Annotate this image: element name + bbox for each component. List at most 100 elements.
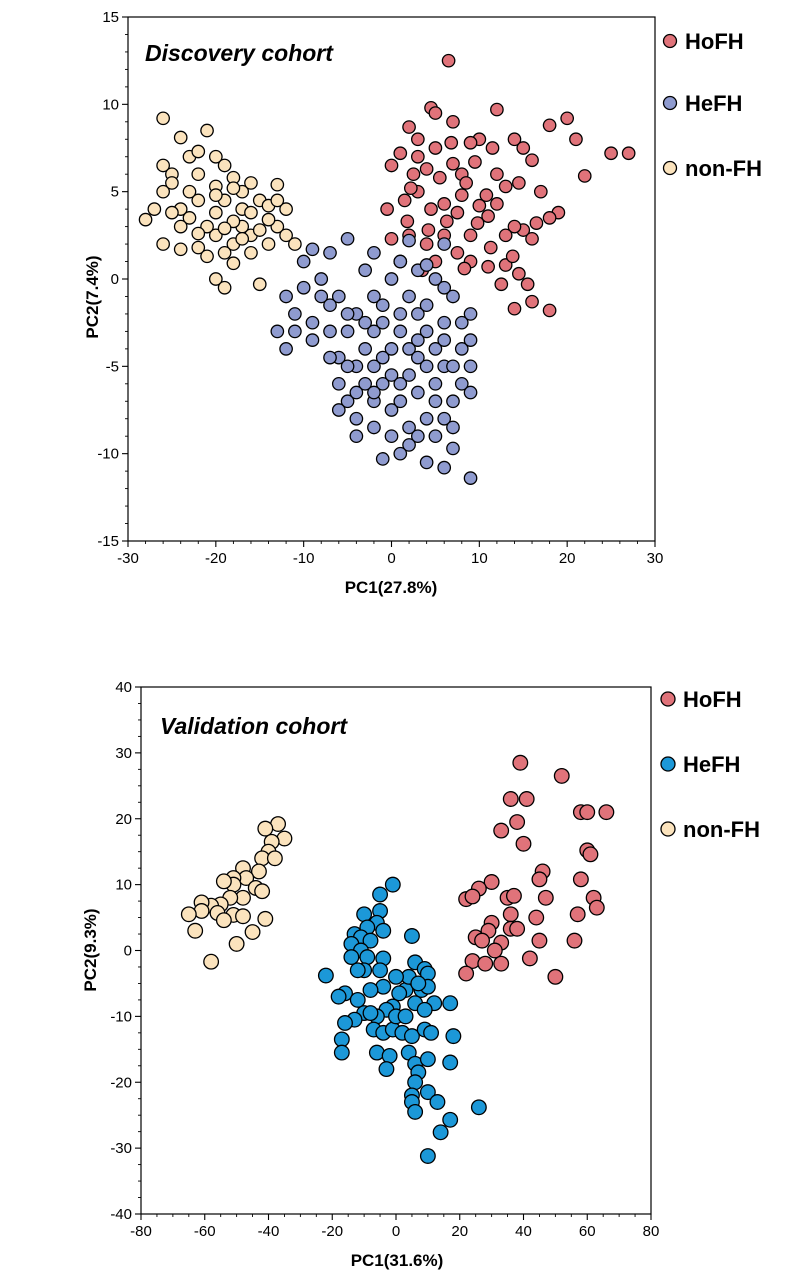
point-nonfh (266, 850, 283, 867)
x-axis-label: PC1(31.6%) (351, 1251, 444, 1270)
point-hofh (458, 965, 475, 982)
point-hefh (378, 1061, 395, 1078)
point-hofh (463, 135, 478, 150)
point-hefh (402, 233, 416, 248)
y-axis-label: PC2(9.3%) (81, 908, 100, 991)
point-hefh (445, 1028, 462, 1045)
point-hofh (459, 176, 474, 190)
point-nonfh (208, 149, 223, 164)
point-hofh (483, 240, 498, 255)
point-hofh (537, 889, 554, 906)
point-hofh (498, 179, 513, 194)
point-hofh (481, 259, 495, 274)
point-hefh (437, 460, 452, 475)
point-hofh (441, 53, 456, 68)
point-hefh (393, 324, 408, 339)
point-nonfh (254, 883, 271, 900)
point-hefh (454, 315, 469, 330)
legend-label-hofh: HoFH (685, 29, 744, 54)
point-hefh (446, 289, 460, 304)
x-tick-label: -60 (194, 1223, 216, 1240)
point-hofh (428, 141, 443, 155)
data-points (138, 53, 636, 485)
point-hefh (429, 1094, 446, 1110)
plot-frame (140, 686, 652, 1215)
point-hofh (507, 132, 522, 147)
point-hofh (542, 303, 557, 318)
point-hofh (553, 767, 570, 784)
point-hefh (410, 307, 425, 321)
point-nonfh (191, 240, 206, 255)
x-tick-label: 60 (579, 1223, 596, 1240)
point-hefh (393, 254, 408, 269)
point-nonfh (182, 184, 197, 199)
point-hefh (402, 289, 416, 304)
point-hefh (340, 307, 355, 321)
point-hefh (333, 1044, 350, 1061)
point-hefh (419, 1051, 436, 1068)
x-tick-label: -30 (117, 550, 139, 567)
point-hefh (410, 385, 425, 400)
x-tick-label: 80 (643, 1223, 660, 1240)
point-hefh (340, 359, 355, 374)
y-tick-label: -10 (97, 446, 119, 463)
point-hofh (529, 216, 544, 230)
point-hefh (463, 333, 478, 347)
point-nonfh (261, 212, 276, 227)
y-tick-label: 0 (124, 943, 132, 960)
point-nonfh (257, 910, 274, 927)
point-nonfh (208, 228, 223, 243)
point-hofh (464, 888, 481, 905)
point-nonfh (226, 181, 241, 196)
point-hofh (518, 791, 535, 807)
point-hofh (493, 955, 510, 972)
point-hefh (279, 342, 293, 356)
point-hefh (337, 1015, 353, 1031)
point-hofh (437, 197, 452, 211)
point-nonfh (270, 193, 285, 208)
point-hefh (410, 975, 427, 992)
point-hofh (509, 920, 526, 937)
legend-label-nonfh: non-FH (685, 156, 762, 181)
point-nonfh (235, 231, 250, 246)
point-hefh (428, 376, 443, 391)
legend: HoFH HeFH non-FH (660, 687, 760, 842)
point-hefh (372, 886, 389, 903)
point-nonfh (200, 249, 214, 264)
point-hefh (419, 359, 434, 374)
point-hofh (419, 237, 434, 251)
point-hofh (468, 155, 482, 169)
point-nonfh (156, 184, 170, 199)
point-hefh (288, 307, 302, 321)
point-hofh (560, 111, 575, 126)
point-hefh (323, 324, 337, 339)
point-hofh (481, 209, 495, 223)
point-hefh (419, 455, 434, 470)
legend: HoFH HeFH non-FH (662, 29, 762, 181)
point-hefh (410, 429, 425, 444)
x-tick-label: -20 (321, 1223, 343, 1240)
legend-marker-hofh (662, 33, 678, 49)
point-hefh (419, 298, 434, 313)
point-hefh (446, 441, 460, 456)
point-nonfh (165, 176, 179, 190)
point-hefh (410, 333, 425, 347)
point-hofh (515, 835, 532, 852)
point-nonfh (244, 176, 258, 190)
discovery-panel: -30 -20 -10 0 10 20 30 -15 -10 -5 0 5 10 15 Discovery… (83, 9, 762, 597)
point-hofh (450, 245, 465, 260)
point-hefh (388, 968, 404, 985)
y-tick-label: -15 (97, 533, 119, 550)
point-nonfh (270, 177, 285, 192)
point-hofh (463, 228, 478, 243)
point-nonfh (252, 277, 267, 292)
point-hofh (604, 146, 618, 161)
point-hofh (444, 135, 459, 150)
point-hefh (367, 324, 381, 339)
point-hefh (375, 452, 390, 466)
point-hefh (384, 272, 399, 286)
point-nonfh (244, 924, 261, 941)
point-hefh (323, 298, 337, 313)
point-hefh (419, 258, 434, 272)
point-nonfh (217, 221, 232, 236)
